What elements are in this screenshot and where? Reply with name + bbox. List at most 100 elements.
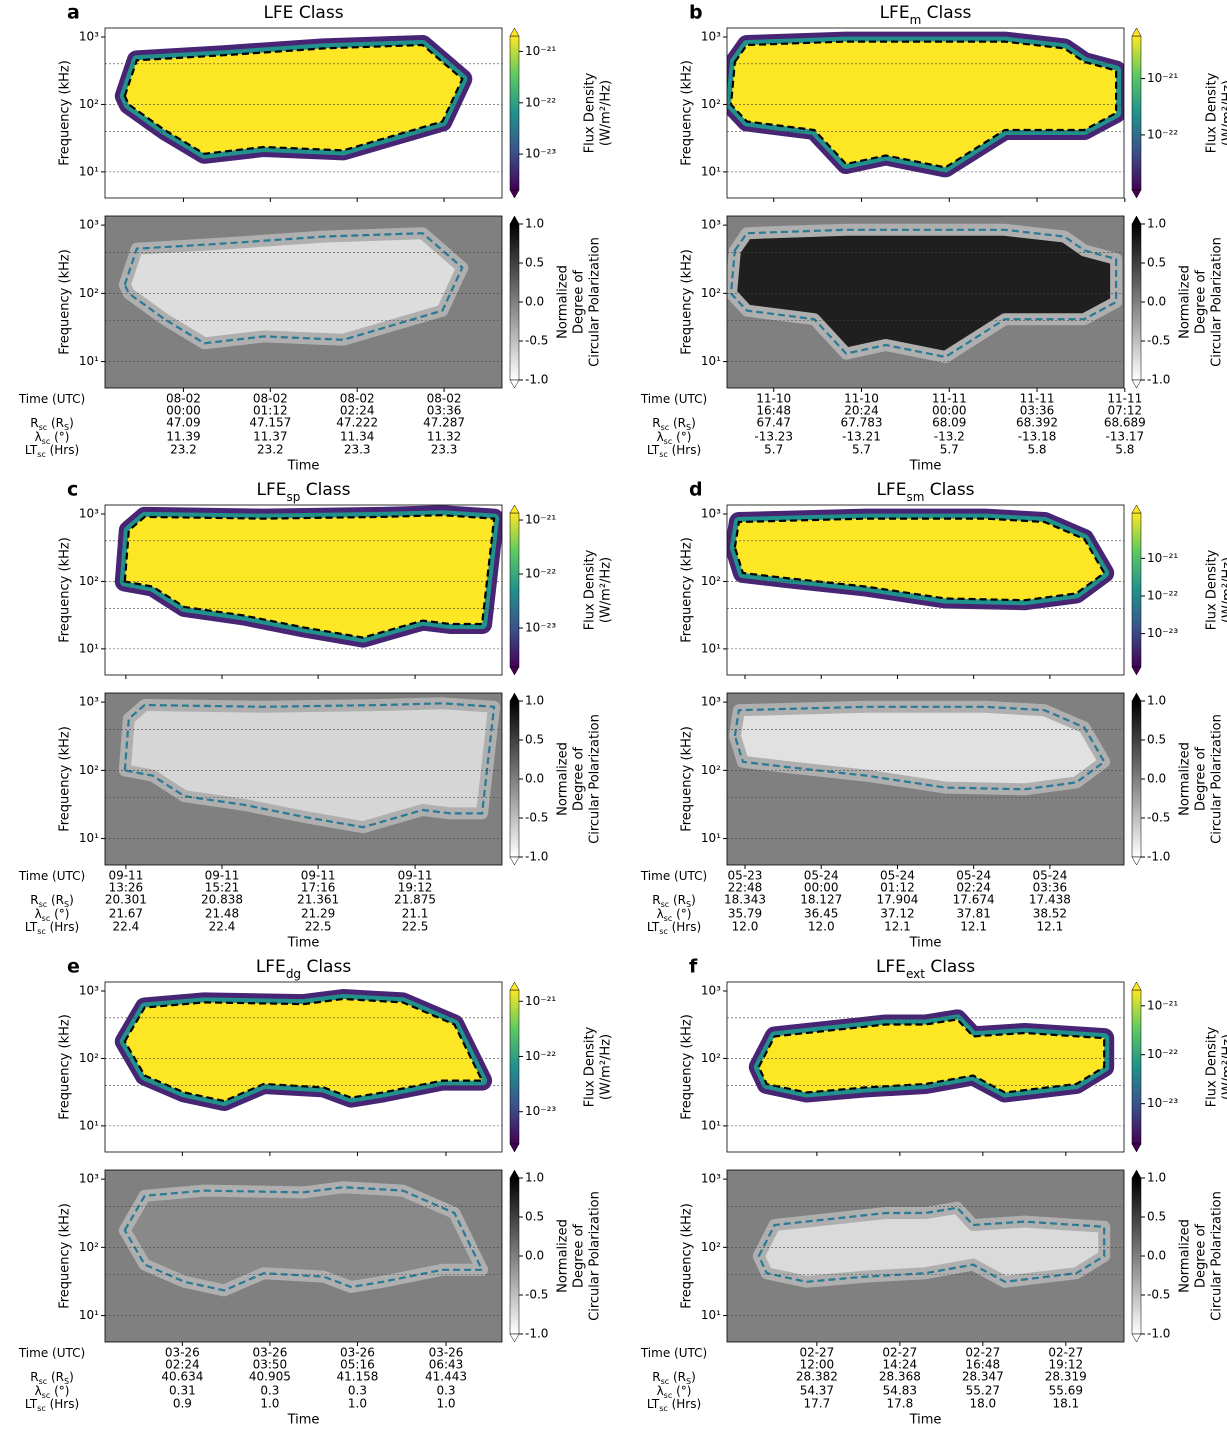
colorbar-tick-label: 1.0 xyxy=(525,1171,544,1185)
colorbar-cap xyxy=(1131,856,1142,866)
row-label-part: sc xyxy=(659,450,668,459)
lat-label: 0.3 xyxy=(260,1384,279,1398)
colorbar-cap xyxy=(1131,379,1142,389)
y-tick-label: 10² xyxy=(79,763,99,777)
x-axis-label: Time xyxy=(287,1413,320,1428)
row-label: λsc (°) xyxy=(35,1384,70,1401)
contour xyxy=(757,1206,1106,1283)
y-tick-label: 10¹ xyxy=(701,1118,721,1132)
row-label-part: λ xyxy=(657,1384,664,1398)
row-label-part: S xyxy=(686,900,691,909)
x-tick-time: 01:12 xyxy=(253,404,288,418)
colorbar-tick-label: -0.5 xyxy=(1147,334,1170,348)
contour xyxy=(123,43,464,155)
panel-letter: e xyxy=(67,956,80,978)
plot-frame xyxy=(726,692,1125,866)
row-label: Rsc (RS) xyxy=(652,1370,696,1387)
rsc-label: 17.438 xyxy=(1029,893,1071,907)
title-part: dg xyxy=(286,967,301,981)
contour xyxy=(733,517,1106,602)
colorbar-label: Normalized xyxy=(1178,1219,1193,1293)
row-label-part: LT xyxy=(25,443,38,457)
x-tick-date: 11-11 xyxy=(1107,392,1142,406)
colorbar-tick-label: 0.5 xyxy=(1147,1210,1166,1224)
colorbar-label: (W/m²/Hz) xyxy=(599,80,614,146)
row-label: λsc (°) xyxy=(657,430,692,447)
colorbar-tick-label: 10⁻²³ xyxy=(525,621,556,635)
colorbar-cap xyxy=(509,189,520,199)
colorbar xyxy=(1131,35,1142,191)
x-tick-time: 14:24 xyxy=(883,1358,918,1372)
colorbar-label: (W/m²/Hz) xyxy=(1221,80,1227,146)
row-label-part: R xyxy=(30,416,38,430)
lt-label: 23.2 xyxy=(170,443,197,457)
row-label: Time (UTC) xyxy=(640,1346,707,1360)
x-tick-time: 00:00 xyxy=(166,404,201,418)
lat-label: -13.23 xyxy=(754,430,793,444)
row-label-part: (R xyxy=(47,1370,64,1384)
rsc-label: 17.674 xyxy=(953,893,995,907)
plot-area xyxy=(105,1170,502,1342)
row-label: Time (UTC) xyxy=(18,1346,85,1360)
panel: e LFEdg Class 10¹ 10² 10³ Frequency (kHz) 10⁻²… xyxy=(18,956,614,1428)
row-label: LTsc (Hrs) xyxy=(647,1397,701,1414)
y-tick-label: 10² xyxy=(701,763,721,777)
title-part: LFE xyxy=(880,3,910,23)
x-tick-time: 03:36 xyxy=(427,404,462,418)
row-label-part: λ xyxy=(657,907,664,921)
plot-area xyxy=(105,28,502,198)
panel: c LFEsp Class 10¹ 10² 10³ Frequency (kHz) 10⁻²… xyxy=(18,479,614,951)
x-tick-date: 03-26 xyxy=(340,1346,375,1360)
lt-label: 12.0 xyxy=(808,920,835,934)
y-axis-label: Frequency (kHz) xyxy=(58,249,73,355)
x-tick-date: 08-02 xyxy=(340,392,375,406)
y-tick-label: 10³ xyxy=(79,1172,99,1186)
rsc-label: 28.382 xyxy=(796,1370,838,1384)
rsc-label: 18.343 xyxy=(724,893,766,907)
rsc-label: 41.443 xyxy=(425,1370,467,1384)
colorbar-tick-label: 0.0 xyxy=(1147,1249,1166,1263)
x-tick-date: 09-11 xyxy=(108,869,143,883)
plot-area xyxy=(105,693,502,865)
row-label-part: (Hrs) xyxy=(46,920,79,934)
lt-label: 22.4 xyxy=(113,920,140,934)
colorbar-tick-label: 10⁻²³ xyxy=(525,147,556,161)
colorbar-cap xyxy=(509,1333,520,1343)
plot-frame xyxy=(104,27,503,199)
colorbar-tick-label: 10⁻²² xyxy=(525,567,556,581)
colorbar-label: (W/m²/Hz) xyxy=(1221,557,1227,623)
lat-label: -13.17 xyxy=(1105,430,1144,444)
title-part: Class xyxy=(301,957,351,977)
row-label-part: S xyxy=(686,1377,691,1386)
lat-label: 0.3 xyxy=(348,1384,367,1398)
row-label-part: sc xyxy=(659,927,668,936)
x-tick-date: 02-27 xyxy=(799,1346,834,1360)
row-label: λsc (°) xyxy=(35,907,70,924)
row-label: Time (UTC) xyxy=(640,869,707,883)
colorbar-tick-label: -0.5 xyxy=(525,334,548,348)
row-label: Rsc (RS) xyxy=(30,416,74,433)
rsc-label: 47.09 xyxy=(166,416,200,430)
x-tick-date: 03-26 xyxy=(165,1346,200,1360)
lt-label: 5.8 xyxy=(1115,443,1134,457)
y-axis-label: Frequency (kHz) xyxy=(680,726,695,832)
y-tick-label: 10¹ xyxy=(701,354,721,368)
lt-label: 0.9 xyxy=(173,1397,192,1411)
panel-title: LFE Class xyxy=(263,3,343,23)
row-label-part: ) xyxy=(691,893,696,907)
row-label-part: sc xyxy=(664,914,673,923)
row-label-part: (°) xyxy=(50,430,69,444)
lat-label: 11.37 xyxy=(253,430,287,444)
colorbar-cap xyxy=(509,215,520,225)
lt-label: 5.7 xyxy=(852,443,871,457)
row-label-part: R xyxy=(652,893,660,907)
y-tick-label: 10³ xyxy=(701,695,721,709)
plot-frame xyxy=(726,504,1125,676)
x-axis-label: Time xyxy=(287,459,320,474)
y-tick-label: 10² xyxy=(79,1240,99,1254)
row-label-part: λ xyxy=(35,430,42,444)
colorbar-tick-label: 10⁻²² xyxy=(525,95,556,109)
row-label-part: LT xyxy=(25,1397,38,1411)
colorbar-label: Normalized xyxy=(556,265,571,339)
rsc-label: 20.838 xyxy=(201,893,243,907)
